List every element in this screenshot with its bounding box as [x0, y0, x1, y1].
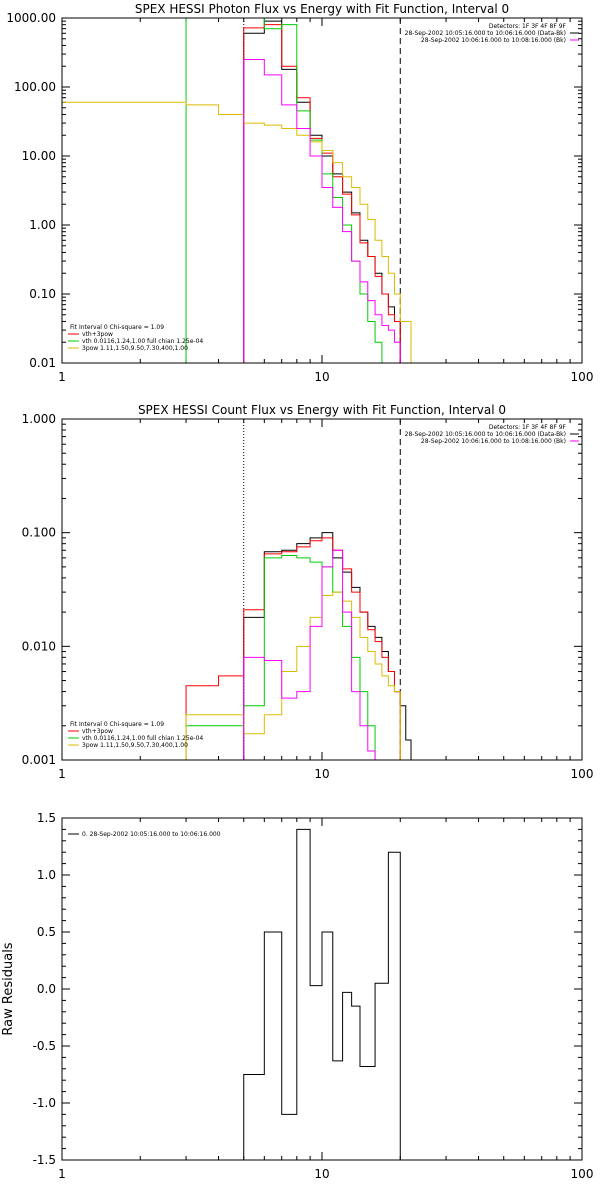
y-tick-label: 0.01: [29, 356, 56, 370]
y-tick-label: 10.00: [22, 149, 56, 163]
count-flux-panel: SPEX HESSI Count Flux vs Energy with Fit…: [22, 403, 594, 781]
y-tick-label: -1.5: [33, 1153, 56, 1167]
y-tick-label: -1.0: [33, 1096, 56, 1110]
series-group: [243, 828, 401, 1160]
info-line: Detectors: 1F 3F 4F 8F 9F: [489, 23, 567, 30]
axis-ticks: [61, 418, 582, 761]
series-bk: [243, 549, 401, 760]
series-vth: [185, 554, 382, 760]
axis-ticks: [61, 17, 582, 364]
y-tick-label: 1.0: [37, 868, 56, 882]
series-data-bk: [243, 20, 401, 363]
y-axis-label: Raw Residuals: [1, 942, 16, 1035]
legend-entry: Fit Interval 0 Chi-square = 1.09: [70, 324, 164, 331]
legend-entry: vth 0.0116,1.24,1.00 full chian 1.25e-04: [82, 735, 203, 742]
series-group: [185, 532, 426, 760]
y-tick-label: 0.10: [29, 287, 56, 301]
info-line: 28-Sep-2002 10:06:16.000 to 10:08:16.000…: [421, 438, 566, 445]
photon-flux-panel: SPEX HESSI Photon Flux vs Energy with Fi…: [6, 2, 593, 384]
series-group: [62, 18, 412, 363]
y-tick-label: 0.100: [22, 526, 56, 540]
legend-entry: 0. 28-Sep-2002 10:05:16.000 to 10:06:16.…: [82, 831, 221, 838]
y-tick-label: 1.00: [29, 218, 56, 232]
chart-title: SPEX HESSI Photon Flux vs Energy with Fi…: [135, 2, 509, 16]
info-line: 28-Sep-2002 10:05:16.000 to 10:06:16.000…: [405, 30, 566, 37]
series-vth: [185, 18, 383, 363]
y-tick-label: 0.0: [37, 982, 56, 996]
y-tick-label: 0.001: [22, 753, 56, 767]
legend-entry: vth+3pow: [82, 728, 113, 735]
x-tick-label: 100: [571, 370, 594, 384]
legend-entry: 3pow 1.11,1.50,9.50,7.30,400,1.00: [82, 742, 188, 749]
y-tick-label: 1.5: [37, 811, 56, 825]
legend-entry: Fit Interval 0 Chi-square = 1.09: [70, 721, 164, 728]
axis-ticks: [61, 817, 582, 1161]
plot-frame: [61, 817, 583, 1161]
series-0-28-sep-2002-10-05-16-000-to-10-06-16-000: [243, 828, 401, 1160]
info-line: 28-Sep-2002 10:06:16.000 to 10:08:16.000…: [421, 37, 566, 44]
y-tick-label: 0.5: [37, 925, 56, 939]
series-vth-3pow: [243, 24, 401, 363]
y-tick-label: -0.5: [33, 1039, 56, 1053]
x-tick-label: 1: [58, 370, 66, 384]
info-line: Detectors: 1F 3F 4F 8F 9F: [489, 424, 567, 431]
y-tick-label: 100.00: [14, 80, 56, 94]
residuals-panel: Raw Residuals 1 10 100 -1.5 -1.0 -0.5 0.0 0.5 1.0…: [1, 811, 593, 1181]
x-tick-label: 10: [314, 767, 329, 781]
x-tick-label: 100: [571, 1167, 594, 1181]
series-data-bk: [243, 532, 426, 760]
x-tick-label: 1: [58, 1167, 66, 1181]
x-tick-label: 1: [58, 767, 66, 781]
chart-title: SPEX HESSI Count Flux vs Energy with Fit…: [138, 403, 506, 417]
legend-entry: vth+3pow: [82, 331, 113, 338]
legend-entry: vth 0.0116,1.24,1.00 full chian 1.25e-04: [82, 338, 203, 345]
info-line: 28-Sep-2002 10:05:16.000 to 10:06:16.000…: [405, 431, 566, 438]
plot-frame: [61, 17, 583, 364]
y-tick-label: 1.000: [22, 412, 56, 426]
x-tick-label: 10: [314, 1167, 329, 1181]
series-bk: [243, 59, 401, 363]
x-tick-label: 10: [314, 370, 329, 384]
plot-frame: [61, 418, 583, 761]
y-tick-label: 0.010: [22, 639, 56, 653]
x-tick-label: 100: [571, 767, 594, 781]
y-tick-label: 1000.00: [6, 11, 56, 25]
legend-entry: 3pow 1.11,1.50,9.50,7.30,400,1.00: [82, 345, 188, 352]
